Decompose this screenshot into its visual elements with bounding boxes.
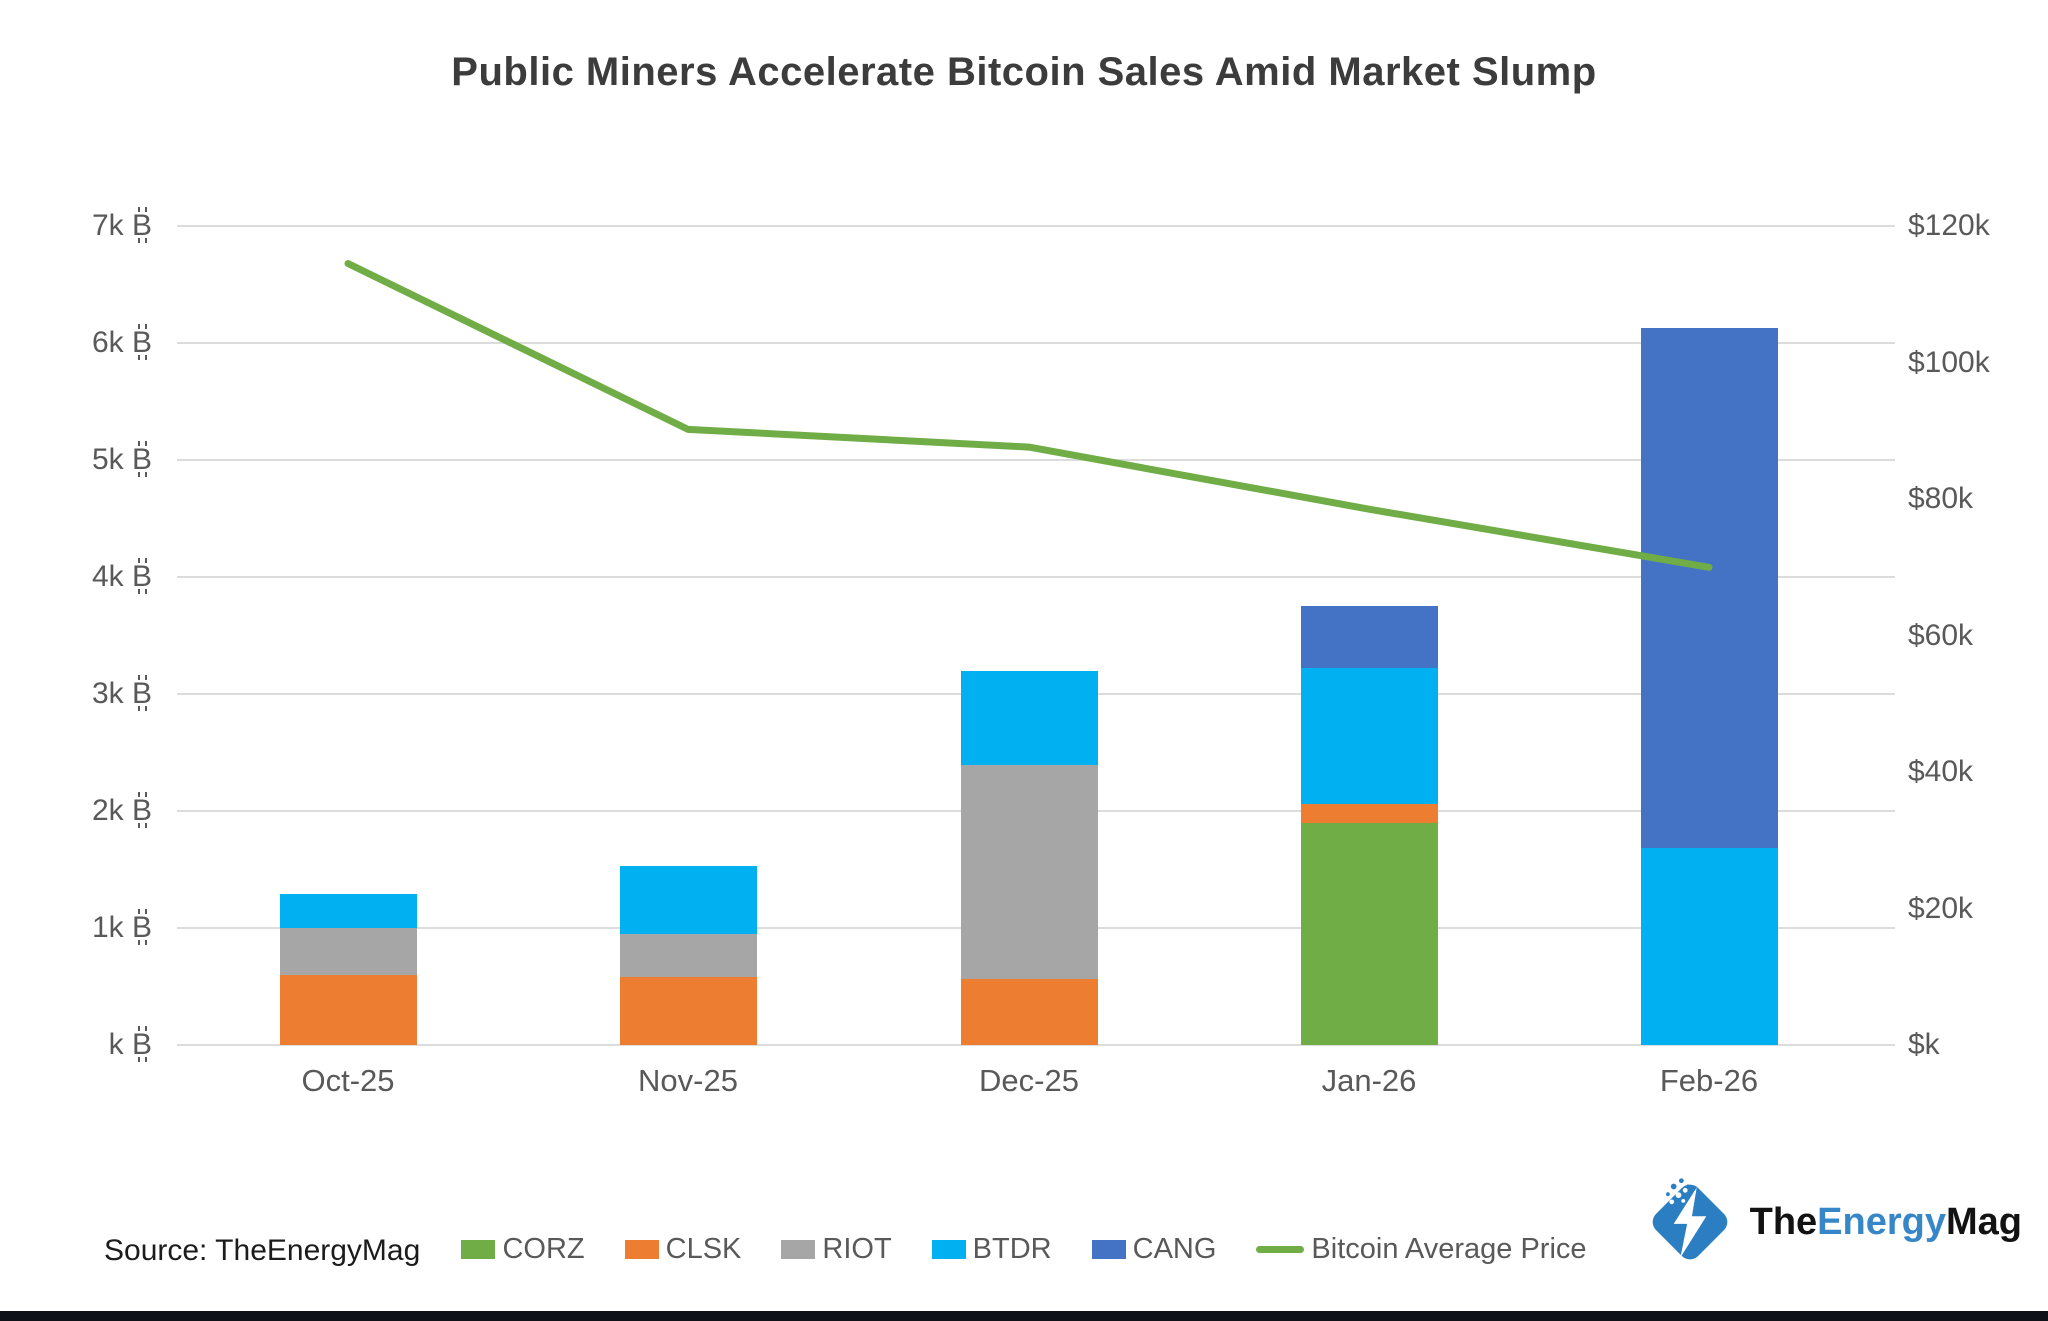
legend-item-corz: CORZ [461, 1233, 585, 1266]
legend-label: RIOT [822, 1233, 892, 1265]
x-axis-label-oct-25: Oct-25 [301, 1063, 395, 1098]
axis-tick-label: 3k B [91, 675, 152, 711]
grid-line [177, 576, 1895, 578]
logo-text: TheEnergyMag [1750, 1201, 2022, 1244]
legend-label: CANG [1132, 1233, 1217, 1265]
legend-swatch [1256, 1246, 1305, 1253]
axis-tick-label: 1k B [91, 909, 152, 945]
axis-tick-label: 7k B [91, 207, 152, 243]
logo: TheEnergyMag [1642, 1174, 2022, 1270]
legend: CORZ CLSK RIOT BTDR CANG Bitcoin Average Pric… [0, 1233, 2048, 1266]
bar-segment-riot-dec-25 [960, 765, 1098, 980]
btc-symbol: B [131, 558, 152, 594]
bar-segment-btdr-feb-26 [1640, 848, 1778, 1045]
grid-line [177, 342, 1895, 344]
x-axis-label-nov-25: Nov-25 [638, 1063, 738, 1098]
x-axis-label-jan-26: Jan-26 [1321, 1063, 1417, 1098]
grid-line [177, 225, 1895, 227]
bitcoin-average-price-polyline [344, 260, 1713, 571]
source-label: Source: TheEnergyMag [104, 1234, 421, 1267]
chart-title: Public Miners Accelerate Bitcoin Sales A… [451, 50, 1597, 94]
bar-segment-clsk-oct-25 [279, 974, 417, 1045]
legend-label: BTDR [972, 1233, 1052, 1265]
legend-item-clsk: CLSK [624, 1233, 742, 1266]
grid-line [177, 1044, 1895, 1046]
bar-segment-cang-feb-26 [1640, 327, 1778, 849]
bar-segment-btdr-nov-25 [619, 865, 757, 934]
axis-tick-label: 5k B [91, 441, 152, 477]
x-axis-label-feb-26: Feb-26 [1659, 1063, 1759, 1098]
axis-tick-label: $100k [1908, 345, 1990, 379]
btc-symbol: B [131, 909, 152, 945]
bar-segment-clsk-jan-26 [1300, 803, 1438, 823]
legend-label: CORZ [502, 1233, 585, 1265]
legend-swatch [931, 1240, 966, 1259]
x-axis-label-dec-25: Dec-25 [979, 1063, 1079, 1098]
legend-swatch [781, 1240, 816, 1259]
legend-item-cang: CANG [1091, 1233, 1217, 1266]
energy-mag-logo-icon [1652, 1178, 1727, 1260]
axis-tick-label: $80k [1908, 482, 1974, 515]
axis-tick-label: 2k B [91, 792, 152, 828]
btc-symbol: B [131, 324, 152, 360]
bar-segment-clsk-dec-25 [960, 979, 1098, 1045]
btc-symbol: B [131, 792, 152, 828]
bar-segment-btdr-dec-25 [960, 670, 1098, 766]
logo-text-energy: Energy [1817, 1200, 1946, 1243]
legend-label: CLSK [665, 1233, 742, 1265]
bar-segment-btdr-oct-25 [279, 894, 417, 928]
legend-item-bitcoin-average-price: Bitcoin Average Price [1256, 1233, 1587, 1266]
axis-tick-label: 6k B [91, 324, 152, 360]
axis-tick-label: $120k [1908, 209, 1990, 242]
bar-segment-riot-oct-25 [279, 928, 417, 975]
legend-label: Bitcoin Average Price [1311, 1233, 1587, 1265]
bar-segment-riot-nov-25 [619, 933, 757, 978]
axis-tick-label: k B [108, 1026, 152, 1062]
axis-tick-label: $20k [1908, 891, 1974, 925]
axis-tick-label: $k [1908, 1028, 1940, 1061]
logo-text-mag: Mag [1946, 1200, 2022, 1243]
axis-tick-label: $40k [1908, 755, 1974, 788]
bottom-accent-bar [0, 1311, 2048, 1321]
legend-swatch [461, 1240, 496, 1259]
logo-text-the: The [1749, 1200, 1818, 1243]
bar-segment-btdr-jan-26 [1300, 668, 1438, 804]
legend-swatch [1091, 1240, 1126, 1259]
btc-symbol: B [131, 207, 152, 243]
btc-symbol: B [131, 1026, 152, 1062]
axis-tick-label: 4k B [91, 558, 152, 594]
bar-segment-clsk-nov-25 [619, 977, 757, 1045]
grid-line [177, 459, 1895, 461]
legend-swatch [624, 1240, 659, 1259]
btc-symbol: B [131, 675, 152, 711]
legend-item-riot: RIOT [781, 1233, 892, 1266]
axis-tick-label: $60k [1908, 618, 1974, 652]
bar-segment-corz-jan-26 [1300, 822, 1438, 1045]
legend-item-btdr: BTDR [931, 1233, 1052, 1266]
btc-symbol: B [131, 441, 152, 477]
bar-segment-cang-jan-26 [1300, 606, 1438, 669]
